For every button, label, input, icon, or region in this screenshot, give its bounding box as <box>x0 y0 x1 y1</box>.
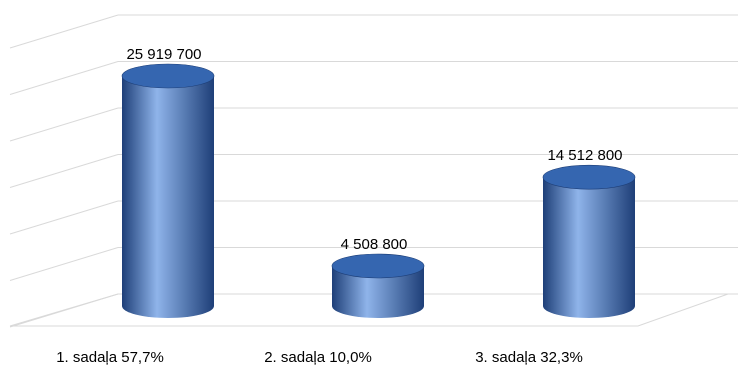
chart-labels: 25 919 700 1. sadaļa 57,7% 4 508 800 2. sad… <box>56 46 622 366</box>
data-label: 4 508 800 <box>341 236 408 253</box>
gridline <box>9 154 738 188</box>
chart-grid <box>9 14 738 328</box>
data-label: 25 919 700 <box>126 46 201 63</box>
bar <box>331 253 425 318</box>
gridline <box>9 61 738 95</box>
data-label: 14 512 800 <box>547 147 622 164</box>
chart-bars <box>121 63 636 318</box>
category-label: 1. sadaļa 57,7% <box>56 349 164 366</box>
gridline <box>9 14 738 49</box>
bar <box>542 164 636 318</box>
category-label: 3. sadaļa 32,3% <box>475 349 583 366</box>
bar <box>121 63 215 318</box>
gridline <box>9 107 738 142</box>
chart-floor <box>9 293 729 327</box>
category-label: 2. sadaļa 10,0% <box>264 349 372 366</box>
